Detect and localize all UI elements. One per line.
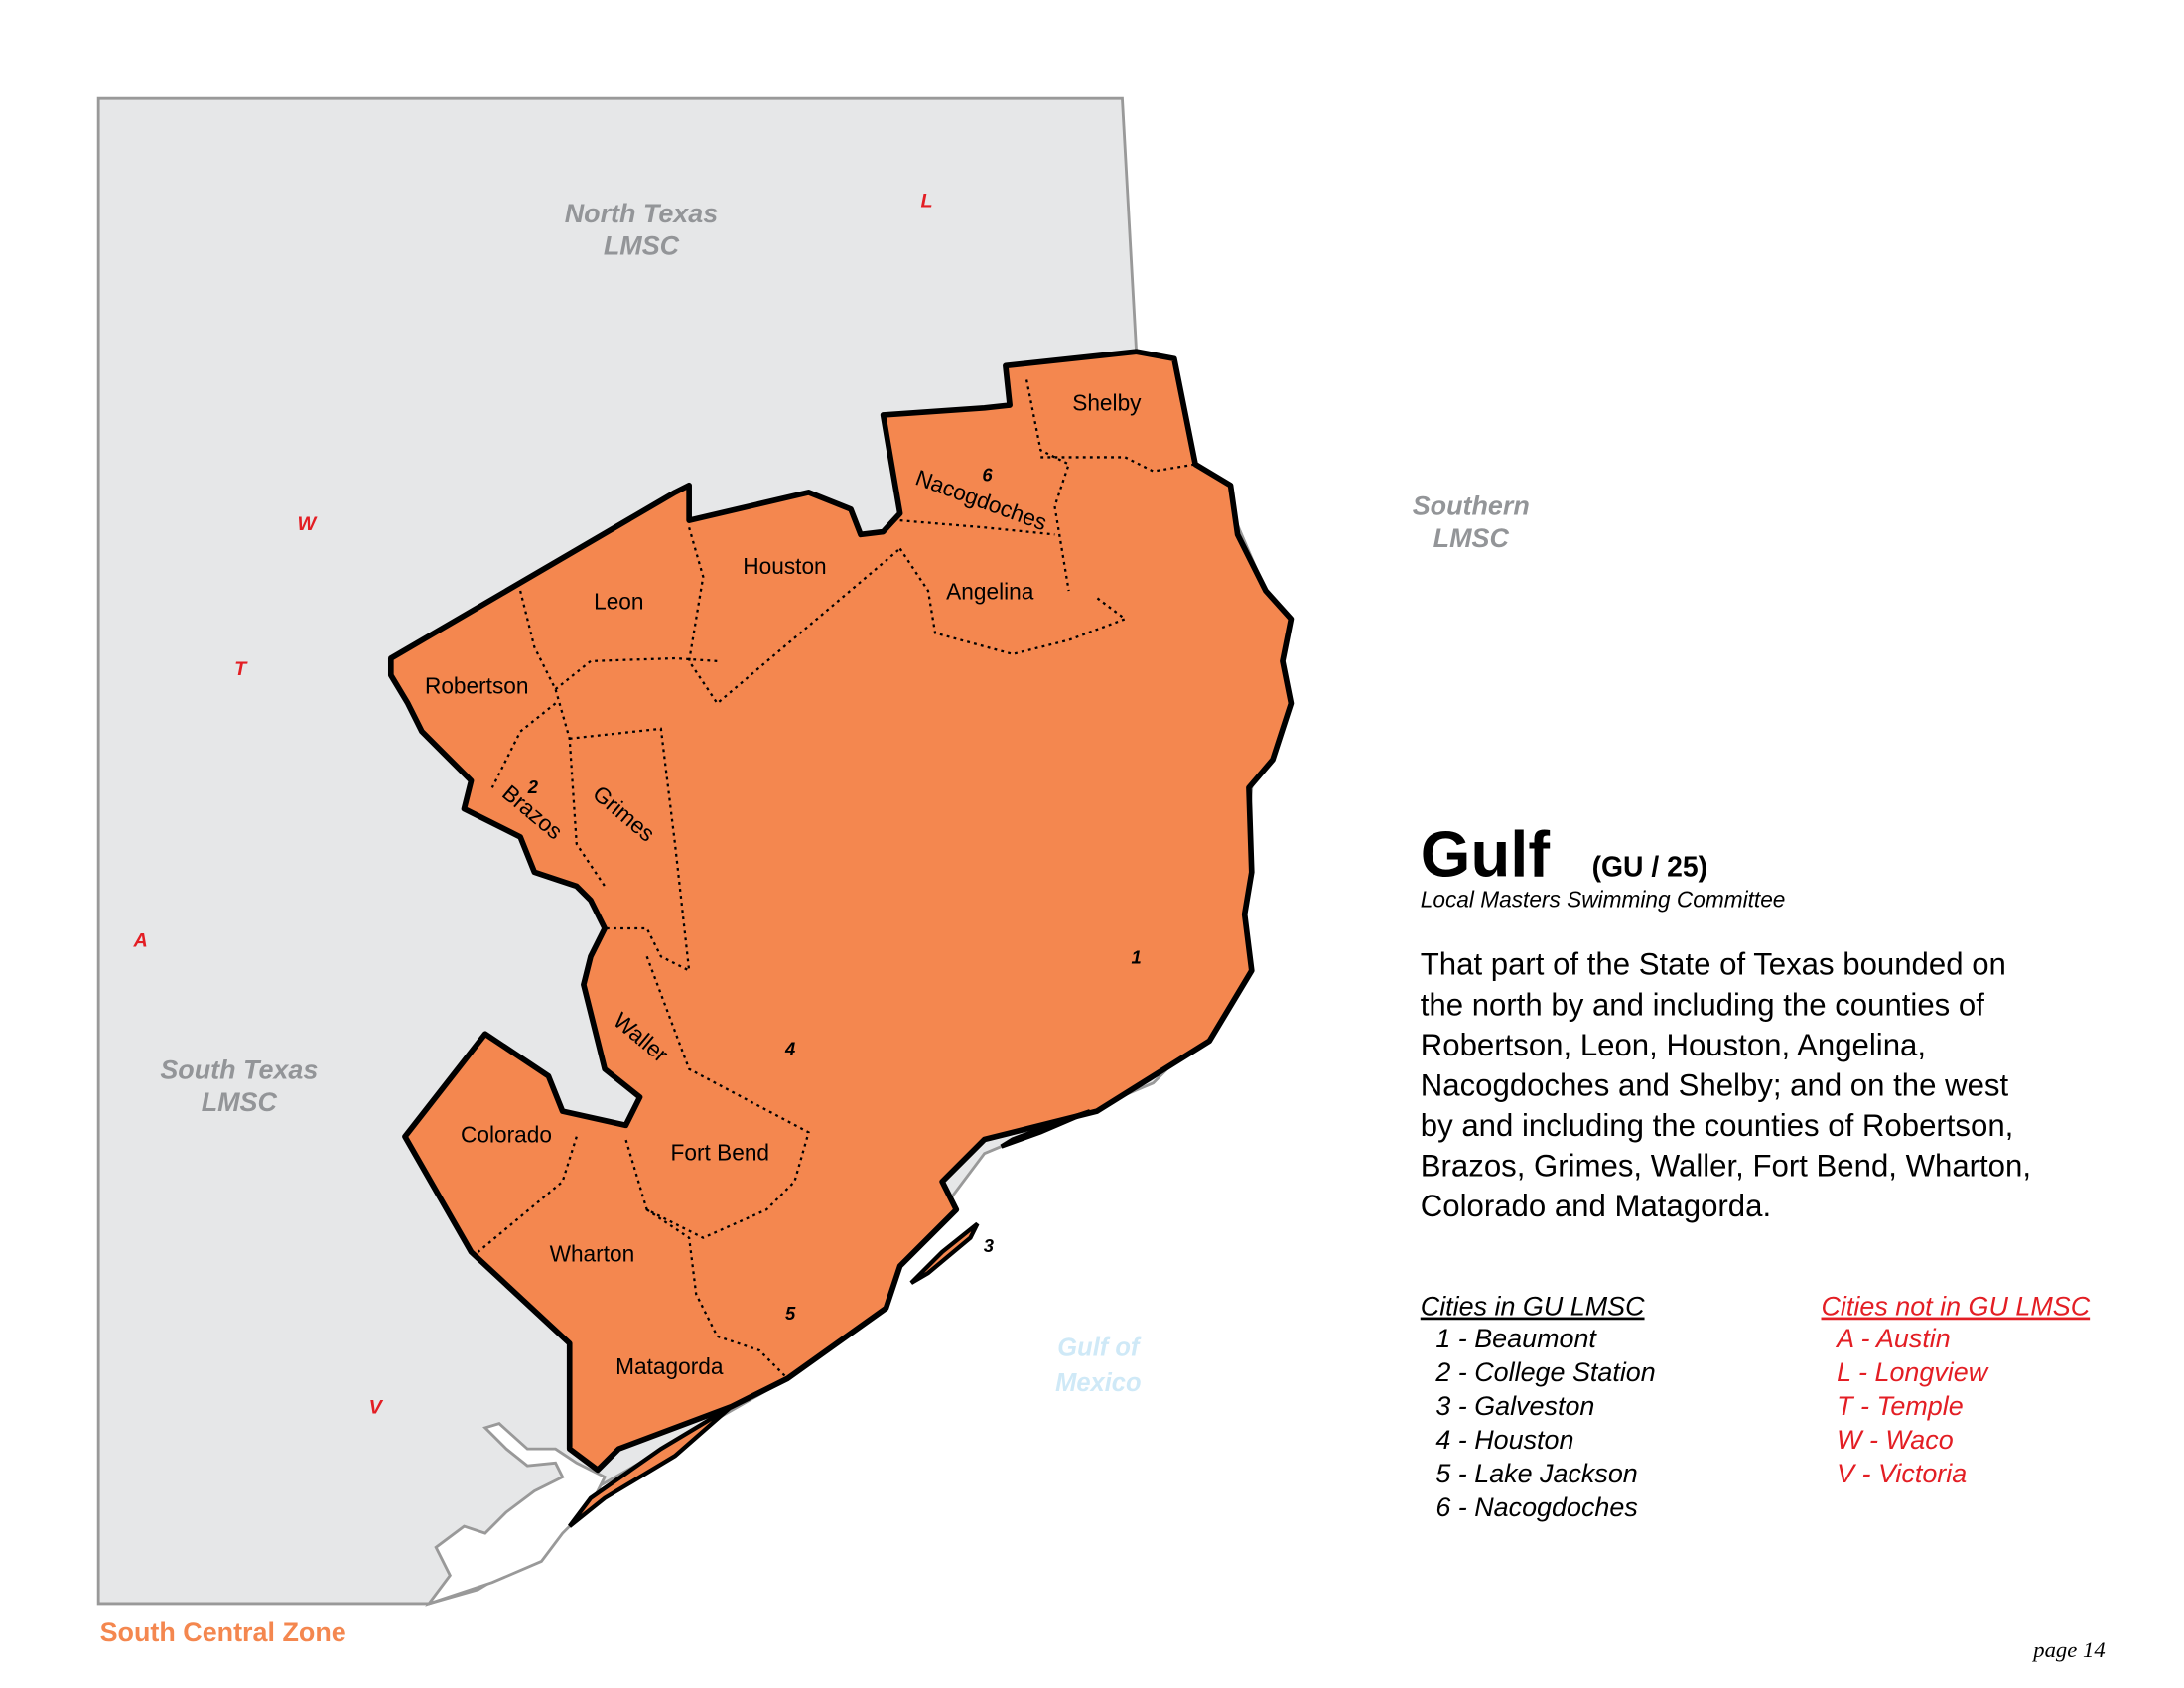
zone-label: South Central Zone bbox=[100, 1618, 346, 1647]
description-line: Nacogdoches and Shelby; and on the west bbox=[1421, 1067, 2009, 1102]
subtitle: Local Masters Swimming Committee bbox=[1421, 887, 1786, 913]
list-item: 6 - Nacogdoches bbox=[1435, 1492, 1637, 1522]
county-label: Fort Bend bbox=[671, 1140, 770, 1166]
description-line: Brazos, Grimes, Waller, Fort Bend, Whart… bbox=[1421, 1148, 2031, 1183]
list-item: L - Longview bbox=[1837, 1357, 1989, 1387]
description-line: That part of the State of Texas bounded … bbox=[1421, 947, 2006, 982]
list-heading: Cities in GU LMSC bbox=[1421, 1292, 1645, 1322]
city-marker: W bbox=[297, 513, 318, 535]
county-label: Robertson bbox=[425, 672, 529, 698]
description-line: Robertson, Leon, Houston, Angelina, bbox=[1421, 1028, 1926, 1062]
county-label: Colorado bbox=[461, 1121, 552, 1147]
page-number: page 14 bbox=[2031, 1637, 2105, 1662]
description-line: the north by and including the counties … bbox=[1421, 987, 1984, 1022]
city-marker: V bbox=[369, 1397, 384, 1419]
city-marker: 6 bbox=[982, 465, 993, 486]
list-item: W - Waco bbox=[1837, 1425, 1954, 1455]
county-lines bbox=[477, 379, 1196, 1380]
city-marker: 3 bbox=[984, 1235, 995, 1256]
neighbor-label: LMSC bbox=[604, 230, 680, 260]
list-item: 2 - College Station bbox=[1434, 1357, 1655, 1387]
description-line: Colorado and Matagorda. bbox=[1421, 1189, 1771, 1223]
neighbor-label: LMSC bbox=[202, 1087, 278, 1117]
gulf-lmsc-area bbox=[387, 349, 1295, 1474]
list-item: 4 - Houston bbox=[1435, 1425, 1573, 1455]
list-item: A - Austin bbox=[1835, 1324, 1951, 1353]
city-marker: A bbox=[132, 929, 147, 951]
list-item: 1 - Beaumont bbox=[1435, 1324, 1597, 1353]
neighbor-label: Southern bbox=[1413, 492, 1530, 521]
county-label: Leon bbox=[594, 588, 643, 614]
city-marker: L bbox=[920, 190, 932, 211]
code: (GU / 25) bbox=[1592, 852, 1707, 884]
city-marker: 2 bbox=[527, 776, 539, 797]
list-item: 5 - Lake Jackson bbox=[1435, 1459, 1637, 1488]
city-marker: 1 bbox=[1131, 946, 1141, 967]
barrier-island bbox=[568, 1404, 734, 1528]
barrier-island bbox=[909, 1221, 980, 1285]
neighbor-label: LMSC bbox=[1433, 523, 1510, 553]
county-label: Wharton bbox=[550, 1241, 635, 1267]
water-label: Gulf of bbox=[1057, 1335, 1142, 1362]
county-label: Angelina bbox=[946, 579, 1034, 605]
description-line: by and including the counties of Roberts… bbox=[1421, 1108, 2014, 1143]
neighbor-label: South Texas bbox=[160, 1055, 318, 1085]
neighbor-label: North Texas bbox=[565, 199, 719, 228]
list-item: V - Victoria bbox=[1837, 1459, 1967, 1488]
city-marker: 5 bbox=[785, 1303, 796, 1324]
barrier-island bbox=[1000, 1109, 1091, 1149]
list-item: 3 - Galveston bbox=[1435, 1391, 1594, 1421]
county-label: Houston bbox=[743, 553, 826, 579]
county-label: Shelby bbox=[1072, 390, 1142, 416]
city-marker: 4 bbox=[784, 1038, 795, 1058]
list-heading: Cities not in GU LMSC bbox=[1822, 1292, 2091, 1322]
water-label: Mexico bbox=[1055, 1369, 1141, 1397]
city-marker: T bbox=[234, 658, 248, 680]
county-label: Matagorda bbox=[615, 1353, 724, 1379]
list-item: T - Temple bbox=[1837, 1391, 1964, 1421]
title: Gulf bbox=[1421, 818, 1551, 891]
